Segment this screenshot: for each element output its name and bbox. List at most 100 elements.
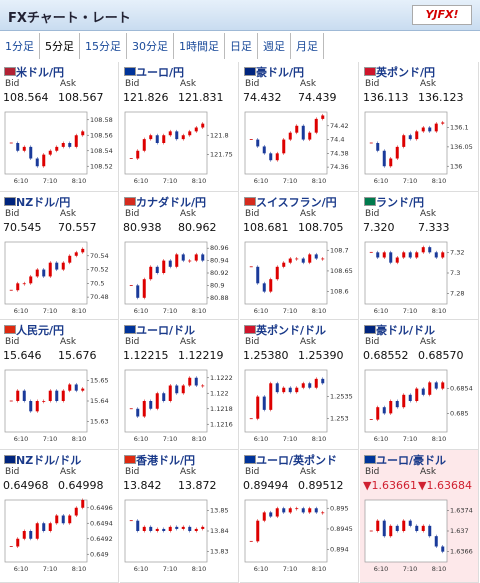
rate-card[interactable]: ユーロ/円 Bid Ask 121.826 121.831 121.8 121.75 6:10… [120,62,239,192]
rate-card[interactable]: 人民元/円 Bid Ask 15.646 15.676 15.65 15.64 15.63 6:… [0,320,119,450]
ask-value: 1.25390 [298,349,344,362]
tab[interactable]: 15分足 [80,33,127,59]
candle [295,125,299,133]
rate-card[interactable]: ユーロ/ドル Bid Ask 1.12215 1.12219 1.1222 1.122 1.1… [120,320,239,450]
ask-value: 70.557 [58,221,97,234]
rate-card[interactable]: 香港ドル/円 Bid Ask 13.842 13.872 13.85 13.84 13.83 6… [120,450,239,583]
candle [22,390,26,401]
x-tick-label: 7:10 [403,177,418,185]
ask-value: 108.705 [298,221,344,234]
ask-value: 74.439 [298,91,337,104]
candle [48,390,52,401]
bid-value: 74.432 [243,91,282,104]
candle [81,388,85,391]
mini-chart: 80.96 80.94 80.92 80.9 80.88 6:10 7:10 8:10 [124,241,229,315]
rate-card[interactable]: ユーロ/豪ドル Bid Ask ▼1.63661 ▼1.63684 1.6374 1.637… [360,450,479,583]
pair-name: 英ポンド/円 [376,66,436,79]
pair-name: カナダドル/円 [136,196,207,209]
candle [155,135,159,143]
y-tick-label: 108.52 [90,162,113,170]
rate-card[interactable]: 英ポンド/円 Bid Ask 136.113 136.123 136.1 136.05 136… [360,62,479,192]
rate-card[interactable]: 豪ドル/円 Bid Ask 74.432 74.439 74.42 74.4 74.38 74.… [240,62,359,192]
y-tick-label: 15.63 [90,418,109,426]
y-tick-label: 136.05 [450,143,473,151]
rate-card[interactable]: スイスフラン/円 Bid Ask 108.681 108.705 108.7 108.65 1… [240,192,359,320]
x-tick-label: 8:10 [432,435,447,443]
x-tick-label: 6:10 [374,177,389,185]
rate-card[interactable]: 英ポンド/ドル Bid Ask 1.25380 1.25390 1.2535 1.253 6:… [240,320,359,450]
candle [275,153,279,161]
candle [16,538,20,547]
candle [16,143,20,151]
rate-card[interactable]: 豪ドル/ドル Bid Ask 0.68552 0.68570 0.6854 0.685 6:1… [360,320,479,450]
x-tick-label: 6:10 [14,565,29,573]
candle [149,266,153,280]
candle [55,146,59,151]
y-tick-label: 1.253 [330,415,349,423]
bid-value: 108.681 [243,221,289,234]
candle [162,260,166,273]
flag [244,197,256,206]
mini-chart: 1.2535 1.253 6:10 7:10 8:10 [244,369,353,443]
tab[interactable]: 日足 [225,33,258,59]
tab[interactable]: 1時間足 [174,33,225,59]
candle [155,266,159,273]
y-tick-label: 108.6 [330,288,349,296]
candle [308,508,312,513]
tab[interactable]: 週足 [258,33,291,59]
ask-label: Ask [60,79,77,89]
candle [428,247,432,253]
rate-card[interactable]: 米ドル/円 Bid Ask 108.564 108.567 108.58 108.56 108… [0,62,119,192]
ask-value: ▼1.63684 [418,479,472,492]
flag [244,325,256,334]
pair-name: ユーロ/ドル [136,324,196,337]
x-tick-label: 7:10 [283,435,298,443]
x-tick-label: 7:10 [163,177,178,185]
rate-card[interactable]: NZドル/円 Bid Ask 70.545 70.557 70.54 70.52 70.5 70… [0,192,119,320]
plot-area [364,369,448,433]
x-tick-label: 6:10 [14,307,29,315]
ask-label: Ask [60,467,77,477]
candle [29,531,33,539]
candle [188,526,192,531]
candle [376,520,380,531]
y-tick-label: 108.56 [90,131,113,139]
y-tick-label: 1.1222 [210,374,233,382]
candle [55,515,59,524]
mini-chart: 121.8 121.75 6:10 7:10 8:10 [124,111,233,185]
ask-value: 7.333 [418,221,450,234]
x-tick-label: 7:10 [403,435,418,443]
logo[interactable]: YJFX! [412,5,472,25]
mini-chart: 74.42 74.4 74.38 74.36 6:10 7:10 8:10 [244,111,349,185]
candle [434,252,438,258]
flag [4,455,16,464]
bid-label: Bid [365,79,380,89]
bid-label: Bid [5,79,20,89]
candle [376,407,380,420]
rate-card[interactable]: NZドル/ドル Bid Ask 0.64968 0.64998 0.6496 0.6494 0… [0,450,119,583]
tab[interactable]: 月足 [291,33,324,59]
x-tick-label: 6:10 [14,177,29,185]
candle [262,396,266,410]
tab[interactable]: 5分足 [40,33,80,59]
bid-value: 80.938 [123,221,162,234]
candle [194,528,198,531]
candle [421,388,425,395]
candle [22,146,26,151]
candle [288,132,292,140]
candle [321,258,325,260]
candle [256,139,260,147]
plot-area [364,241,448,305]
rate-card[interactable]: ユーロ/英ポンド Bid Ask 0.89494 0.89512 0.895 0.8945 0… [240,450,359,583]
mini-chart: 108.7 108.65 108.6 6:10 7:10 8:10 [244,241,353,315]
bid-value: 70.545 [3,221,42,234]
y-tick-label: 0.8945 [330,525,353,533]
tab[interactable]: 1分足 [0,33,40,59]
candle [434,123,438,132]
bid-value: 0.64968 [3,479,49,492]
candle [42,523,46,531]
tab[interactable]: 30分足 [127,33,174,59]
rate-card[interactable]: カナダドル/円 Bid Ask 80.938 80.962 80.96 80.94 80.92… [120,192,239,320]
rate-card[interactable]: ランド/円 Bid Ask 7.320 7.333 7.32 7.3 7.28 6:10 7:10… [360,192,479,320]
ask-value: 0.68570 [418,349,464,362]
